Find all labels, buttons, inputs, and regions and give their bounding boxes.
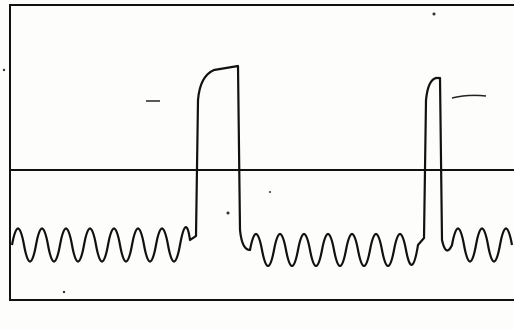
speck <box>433 13 436 16</box>
speck <box>3 69 5 71</box>
speck <box>269 191 271 193</box>
paper <box>0 0 514 330</box>
trace-scan <box>0 0 514 330</box>
speck <box>227 212 230 215</box>
page <box>0 0 514 330</box>
speck <box>63 291 65 293</box>
